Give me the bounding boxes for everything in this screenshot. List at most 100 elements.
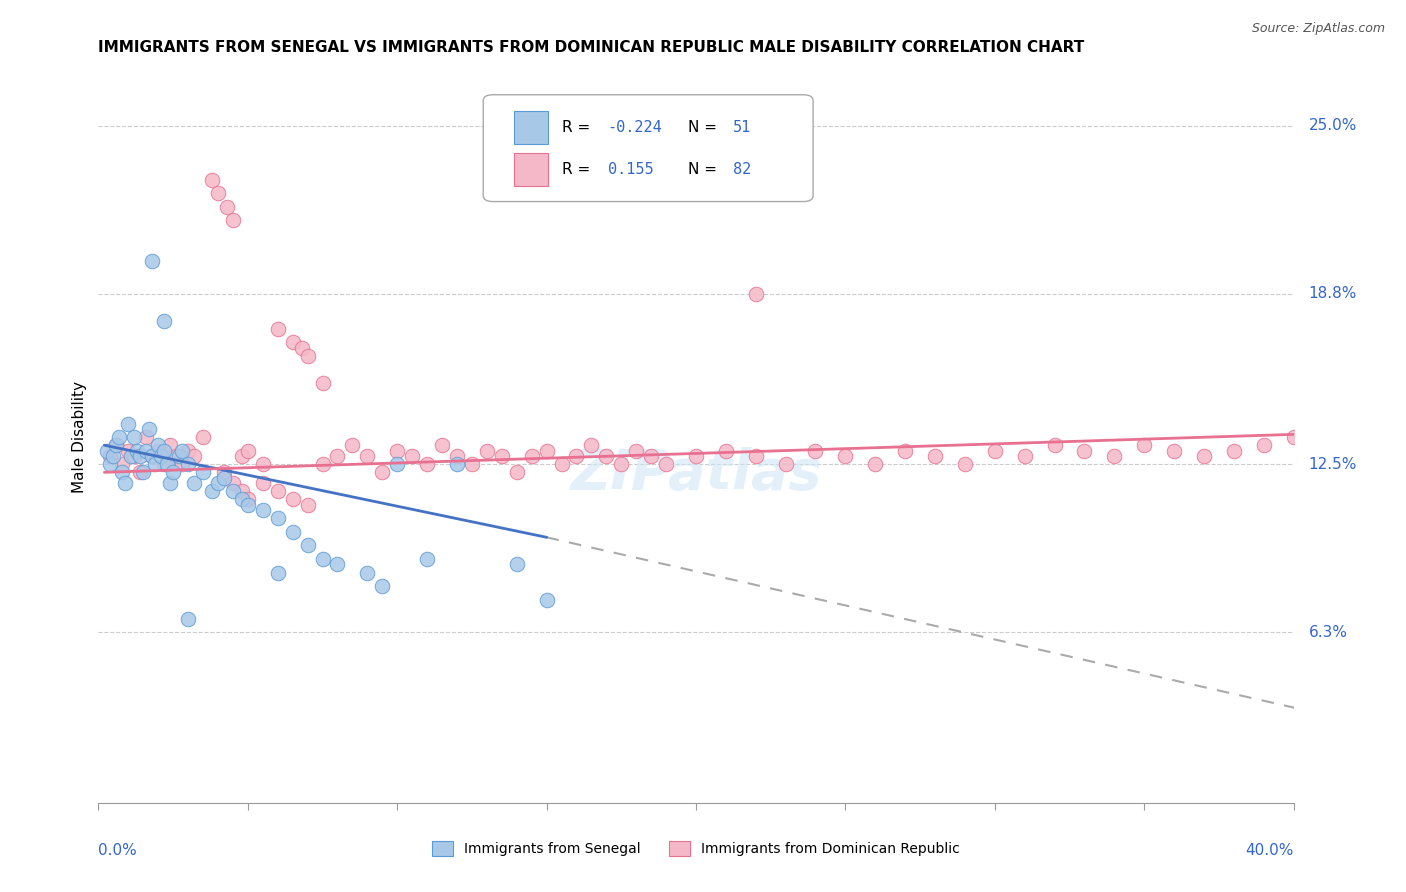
Point (124, 449, 146, 463)
Point (371, 465, 394, 479)
Point (207, 186, 229, 201)
Point (96, 443, 118, 458)
Point (416, 457, 439, 471)
Point (159, 476, 181, 491)
Point (385, 457, 409, 471)
Text: -0.224: -0.224 (607, 120, 662, 135)
Point (201, 484, 224, 499)
Point (1223, 443, 1246, 458)
Text: 12.5%: 12.5% (1309, 457, 1357, 472)
Point (342, 438, 364, 452)
Point (775, 457, 797, 471)
Text: 6.3%: 6.3% (1309, 624, 1347, 640)
Text: 25.0%: 25.0% (1309, 118, 1357, 133)
Text: R =: R = (562, 120, 595, 135)
Point (141, 449, 163, 463)
Point (148, 443, 170, 458)
Point (111, 465, 134, 479)
Point (236, 498, 259, 512)
Point (159, 438, 181, 452)
Point (550, 457, 572, 471)
Point (714, 443, 737, 458)
Point (207, 476, 229, 491)
Point (222, 476, 245, 491)
Point (141, 254, 163, 268)
Point (416, 552, 439, 566)
Point (311, 376, 333, 390)
Point (924, 449, 946, 463)
Text: R =: R = (562, 161, 595, 177)
Point (595, 449, 617, 463)
Point (1192, 449, 1215, 463)
Point (1104, 449, 1126, 463)
Point (135, 443, 157, 458)
Point (326, 449, 349, 463)
Point (475, 443, 498, 458)
Point (281, 492, 304, 507)
Point (371, 579, 394, 593)
Point (267, 566, 290, 580)
Point (252, 476, 274, 491)
Point (117, 443, 139, 458)
Point (132, 465, 155, 479)
Point (117, 417, 139, 431)
Point (183, 449, 205, 463)
Point (1163, 443, 1185, 458)
Point (565, 449, 588, 463)
Text: ZIPatlas: ZIPatlas (571, 447, 821, 500)
Point (356, 449, 378, 463)
Legend: Immigrants from Senegal, Immigrants from Dominican Republic: Immigrants from Senegal, Immigrants from… (427, 836, 965, 862)
Point (804, 443, 827, 458)
Point (143, 457, 166, 471)
Point (156, 457, 179, 471)
Point (98, 449, 122, 463)
Point (610, 457, 633, 471)
Point (401, 449, 423, 463)
Point (153, 443, 176, 458)
Point (356, 566, 378, 580)
Point (252, 503, 274, 517)
Point (162, 465, 184, 479)
FancyBboxPatch shape (515, 153, 548, 186)
Text: N =: N = (688, 120, 721, 135)
Point (581, 438, 603, 452)
Point (461, 457, 484, 471)
Point (1073, 443, 1095, 458)
Point (150, 449, 173, 463)
Point (141, 449, 163, 463)
Point (129, 465, 152, 479)
Point (191, 465, 214, 479)
Point (685, 449, 707, 463)
Point (446, 457, 468, 471)
Point (212, 465, 235, 479)
Text: 40.0%: 40.0% (1246, 843, 1294, 858)
Text: 0.0%: 0.0% (98, 843, 138, 858)
Point (311, 457, 333, 471)
Point (491, 449, 513, 463)
Point (1282, 430, 1305, 444)
Point (984, 443, 1007, 458)
Point (267, 484, 290, 499)
Text: 51: 51 (733, 120, 751, 135)
Point (231, 492, 253, 507)
Point (745, 286, 768, 301)
Point (1133, 438, 1156, 452)
Point (201, 172, 224, 186)
Point (536, 443, 558, 458)
Point (953, 457, 976, 471)
Point (506, 465, 529, 479)
Point (165, 449, 187, 463)
Point (105, 438, 128, 452)
Point (153, 457, 176, 471)
Point (212, 471, 235, 485)
Point (103, 449, 125, 463)
Point (446, 449, 468, 463)
Point (311, 552, 333, 566)
Point (222, 213, 245, 227)
Point (177, 443, 200, 458)
Point (215, 200, 238, 214)
Point (267, 511, 290, 525)
Point (520, 449, 543, 463)
Text: Source: ZipAtlas.com: Source: ZipAtlas.com (1251, 22, 1385, 36)
Text: 0.155: 0.155 (607, 161, 654, 177)
